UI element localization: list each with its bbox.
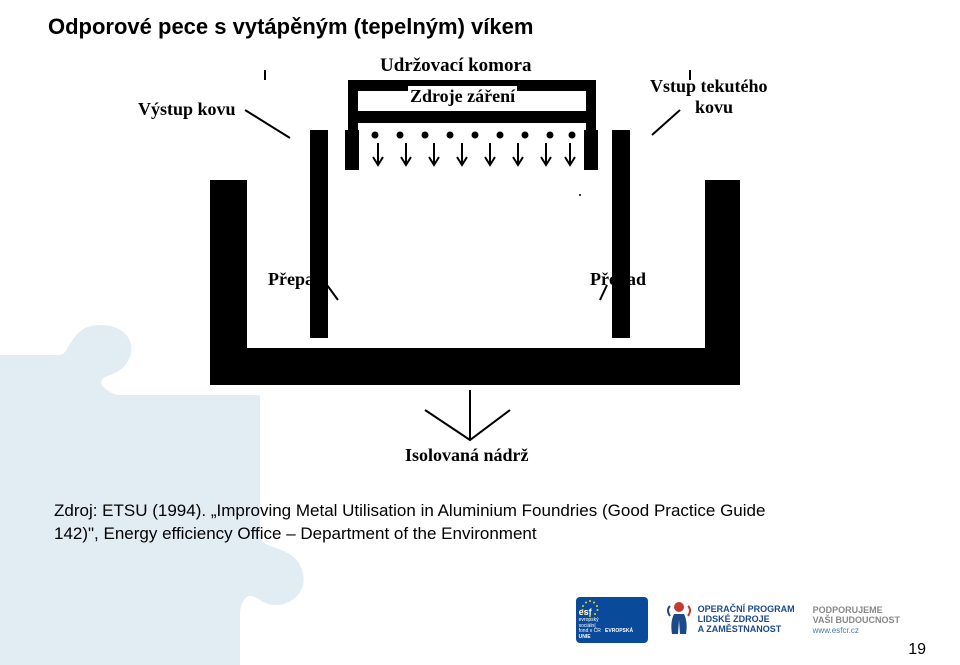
furnace-svg	[150, 55, 810, 475]
furnace-diagram: Udržovací komora Zdroje záření Výstup ko…	[150, 55, 810, 475]
citation-line1: Zdroj: ETSU (1994). „Improving Metal Uti…	[54, 501, 765, 520]
logo-podporujeme: PODPORUJEME VAŠI BUDOUCNOST www.esfcr.cz	[813, 605, 900, 635]
footer-logos: esf evropskýsociálnífond v ČR EVROPSKÁ U…	[576, 597, 900, 643]
logo-esf: esf evropskýsociálnífond v ČR EVROPSKÁ U…	[576, 597, 648, 643]
label-vstup-2: kovu	[695, 97, 733, 118]
label-zdroje: Zdroje záření	[408, 86, 517, 107]
label-prepad-right: Přepad	[590, 269, 646, 290]
label-vystup: Výstup kovu	[138, 99, 236, 120]
source-citation: Zdroj: ETSU (1994). „Improving Metal Uti…	[54, 500, 834, 546]
op-text: OPERAČNÍ PROGRAM LIDSKÉ ZDROJE A ZAMĚSTN…	[698, 605, 795, 635]
esf-sub: evropskýsociálnífond v ČR EVROPSKÁ UNIE	[579, 618, 645, 640]
citation-line2: 142)", Energy efficiency Office – Depart…	[54, 524, 537, 543]
label-vstup-1: Vstup tekutého	[650, 76, 768, 97]
page-number: 19	[908, 641, 926, 659]
label-nadrz: Isolovaná nádrž	[405, 445, 529, 466]
label-prepad-left: Přepad	[268, 269, 324, 290]
logo-op: OPERAČNÍ PROGRAM LIDSKÉ ZDROJE A ZAMĚSTN…	[666, 600, 795, 640]
radiator-dots	[372, 132, 576, 139]
radiation-arrows	[373, 143, 575, 165]
label-udrzovaci: Udržovací komora	[380, 55, 531, 77]
page-title: Odporové pece s vytápěným (tepelným) vík…	[48, 14, 533, 40]
